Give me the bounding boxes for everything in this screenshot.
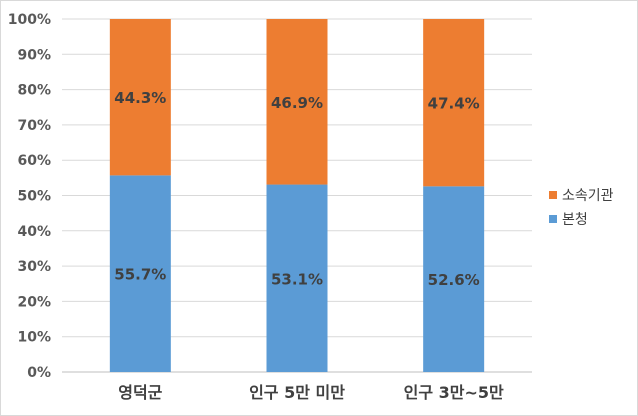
- y-tick-label: 20%: [17, 294, 51, 310]
- y-axis-ticks: 0% 10% 20% 30% 40% 50% 60% 70% 80% 90% 100%: [8, 12, 51, 381]
- y-tick-label: 60%: [17, 153, 51, 169]
- x-tick-label: 영덕군: [118, 383, 162, 402]
- data-label: 52.6%: [428, 271, 480, 289]
- y-tick-label: 40%: [17, 224, 51, 240]
- data-label: 53.1%: [271, 270, 323, 288]
- legend-swatch: [549, 215, 557, 223]
- data-label: 44.3%: [114, 89, 166, 107]
- y-tick-label: 90%: [17, 47, 51, 63]
- data-label: 55.7%: [114, 266, 166, 284]
- bar-main-office: [109, 175, 171, 372]
- bar-affiliated: [266, 19, 328, 185]
- bar-affiliated: [423, 19, 485, 187]
- bars: [109, 19, 485, 372]
- legend-label: 본청: [562, 212, 588, 228]
- legend-label: 소속기관: [562, 188, 614, 204]
- y-tick-label: 30%: [17, 259, 51, 275]
- data-label: 46.9%: [271, 94, 323, 112]
- y-tick-label: 0%: [27, 365, 51, 381]
- y-tick-label: 80%: [17, 83, 51, 99]
- x-tick-label: 인구 5만 미만: [249, 383, 345, 402]
- data-label: 47.4%: [428, 95, 480, 113]
- bar-main-office: [423, 186, 485, 372]
- bar-affiliated: [109, 19, 171, 176]
- y-tick-label: 50%: [17, 189, 51, 205]
- x-axis-ticks: 영덕군 인구 5만 미만 인구 3만~5만: [118, 383, 504, 402]
- y-tick-label: 70%: [17, 118, 51, 134]
- y-tick-label: 10%: [17, 330, 51, 346]
- data-labels: 55.7% 44.3% 53.1% 46.9% 52.6% 47.4%: [114, 89, 479, 289]
- bar-main-office: [266, 184, 328, 372]
- y-tick-label: 100%: [8, 12, 51, 28]
- legend-swatch: [549, 191, 557, 199]
- x-tick-label: 인구 3만~5만: [404, 383, 504, 402]
